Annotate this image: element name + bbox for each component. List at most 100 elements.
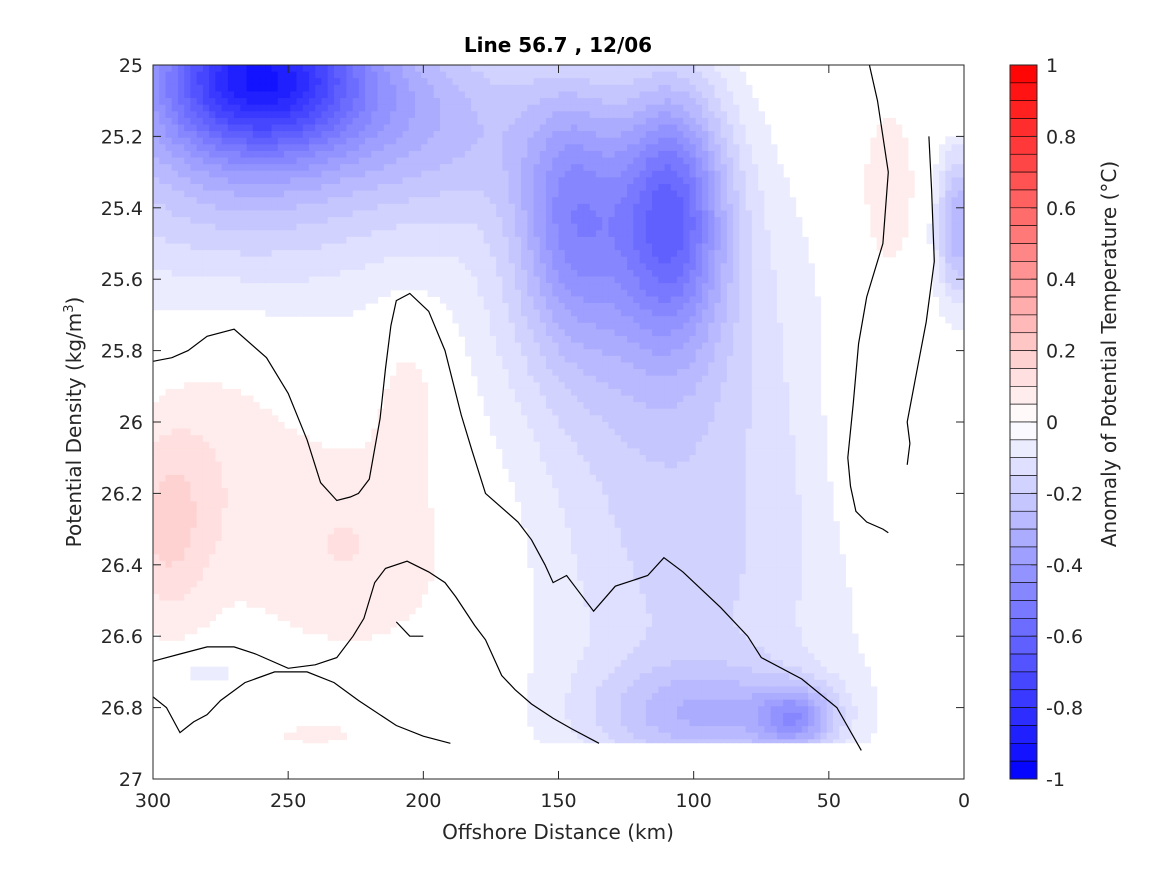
- field-cell: [153, 303, 160, 311]
- field-cell: [577, 131, 585, 139]
- field-cell: [483, 250, 491, 258]
- field-cell: [171, 177, 179, 185]
- field-cell: [402, 243, 410, 251]
- field-cell: [508, 111, 516, 119]
- field-cell: [677, 283, 684, 291]
- field-cell: [502, 250, 510, 258]
- field-cell: [708, 296, 716, 304]
- field-cell: [733, 170, 741, 178]
- field-cell: [801, 256, 809, 264]
- field-cell: [583, 283, 591, 291]
- field-cell: [614, 124, 622, 132]
- field-cell: [801, 336, 809, 344]
- field-cell: [895, 223, 903, 231]
- field-cell: [583, 329, 591, 337]
- field-cell: [477, 137, 485, 145]
- field-cell: [633, 117, 641, 126]
- field-cell: [508, 197, 516, 205]
- field-cell: [209, 223, 216, 231]
- field-cell: [321, 197, 329, 205]
- field-cell: [670, 236, 678, 245]
- field-cell: [708, 309, 716, 317]
- field-cell: [639, 157, 647, 165]
- field-cell: [159, 117, 167, 126]
- field-cell: [758, 197, 765, 205]
- field-cell: [396, 91, 404, 99]
- field-cell: [645, 296, 653, 304]
- field-cell: [234, 170, 241, 178]
- field-cell: [889, 210, 896, 218]
- field-cell: [265, 190, 273, 198]
- field-cell: [652, 164, 659, 172]
- field-cell: [365, 177, 372, 185]
- field-cell: [246, 150, 254, 159]
- field-cell: [876, 170, 884, 178]
- field-cell: [252, 289, 260, 297]
- field-cell: [433, 65, 441, 73]
- field-cell: [808, 369, 815, 377]
- field-cell: [284, 296, 291, 304]
- field-cell: [701, 296, 709, 304]
- field-cell: [215, 236, 223, 245]
- field-cell: [427, 78, 435, 86]
- field-cell: [620, 217, 628, 225]
- field-cell: [770, 250, 778, 258]
- field-cell: [595, 91, 603, 99]
- field-cell: [770, 223, 778, 231]
- field-cell: [726, 355, 734, 364]
- field-cell: [496, 164, 503, 172]
- field-cell: [290, 84, 298, 93]
- field-cell: [508, 210, 516, 218]
- field-cell: [333, 170, 341, 178]
- field-cell: [284, 111, 291, 119]
- field-cell: [190, 177, 198, 185]
- field-cell: [415, 170, 422, 178]
- field-cell: [489, 289, 497, 297]
- field-cell: [452, 117, 460, 126]
- field-cell: [408, 91, 416, 99]
- field-cell: [408, 210, 416, 218]
- field-cell: [521, 170, 528, 178]
- field-cell: [365, 256, 372, 264]
- field-cell: [770, 177, 778, 185]
- field-cell: [327, 78, 335, 86]
- field-cell: [383, 124, 391, 132]
- field-cell: [720, 342, 728, 350]
- field-cell: [365, 217, 372, 225]
- field-cell: [464, 78, 472, 86]
- field-cell: [471, 250, 478, 258]
- field-cell: [240, 250, 248, 258]
- field-cell: [159, 276, 167, 284]
- field-cell: [390, 157, 397, 165]
- field-cell: [677, 203, 684, 212]
- field-cell: [546, 256, 553, 264]
- field-cell: [751, 230, 759, 238]
- field-cell: [439, 236, 447, 245]
- field-cell: [664, 263, 672, 271]
- field-cell: [614, 84, 622, 93]
- field-cell: [496, 402, 503, 410]
- field-cell: [427, 256, 435, 264]
- field-cell: [695, 223, 703, 231]
- field-cell: [340, 269, 347, 278]
- field-cell: [701, 223, 709, 231]
- field-cell: [658, 230, 666, 238]
- field-cell: [365, 65, 372, 73]
- field-cell: [745, 124, 753, 132]
- field-cell: [302, 250, 310, 258]
- field-cell: [246, 269, 254, 278]
- field-cell: [390, 84, 397, 93]
- field-cell: [196, 104, 204, 112]
- field-cell: [589, 402, 597, 410]
- field-cell: [471, 263, 478, 271]
- field-cell: [733, 197, 741, 205]
- field-cell: [577, 276, 585, 284]
- field-cell: [745, 150, 753, 159]
- field-cell: [308, 131, 316, 139]
- field-cell: [252, 276, 260, 284]
- field-cell: [876, 150, 884, 159]
- field-cell: [165, 104, 173, 112]
- field-cell: [620, 71, 628, 79]
- field-cell: [957, 256, 964, 264]
- field-cell: [546, 144, 553, 152]
